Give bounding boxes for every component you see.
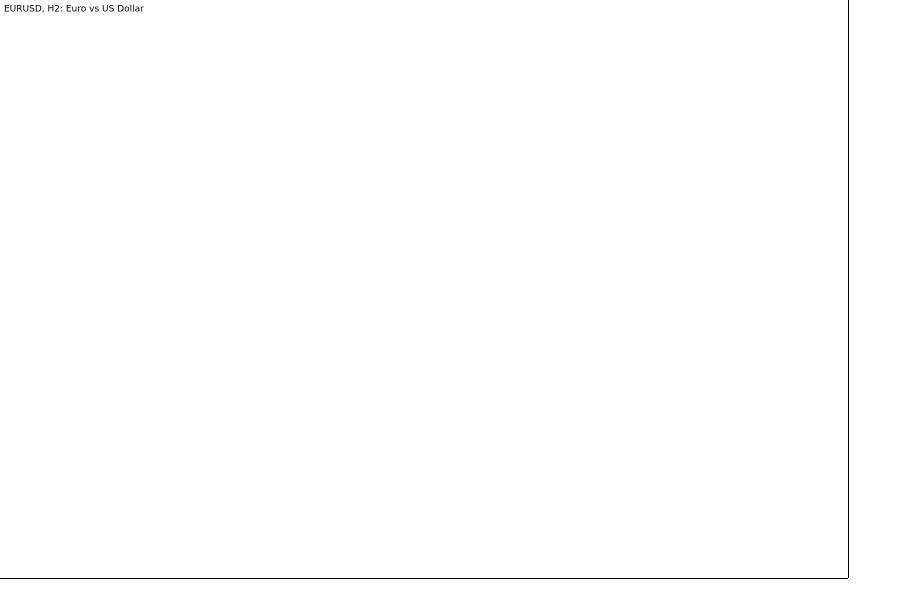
chart-title: EURUSD, H2: Euro vs US Dollar [4,5,144,15]
